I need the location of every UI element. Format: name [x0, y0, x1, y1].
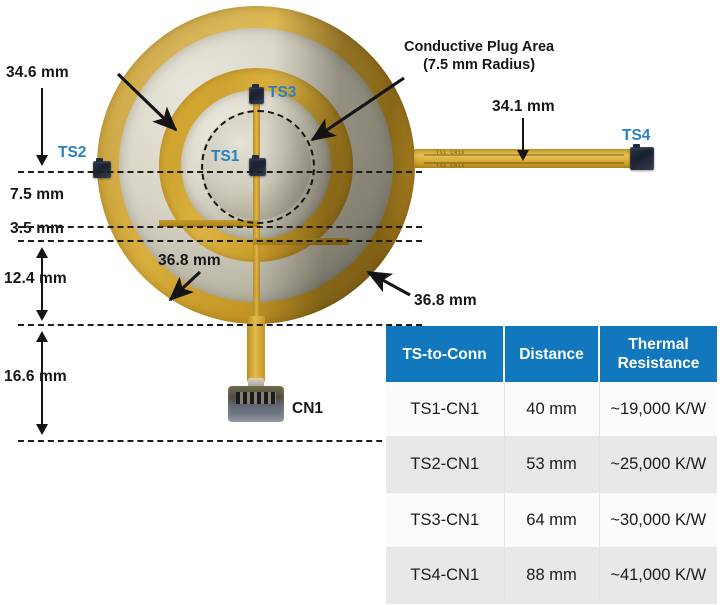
cn1-connector [228, 378, 284, 422]
cell-distance: 88 mm [504, 547, 600, 604]
dim-34-6-label: 34.6 mm [6, 64, 69, 81]
sensor-label-ts2: TS2 [58, 144, 87, 161]
sensor-label-ts1: TS1 [211, 148, 240, 165]
thermal-resistance-table: TS-to-Conn Distance Thermal Resistance T… [386, 326, 717, 604]
cell-distance: 64 mm [504, 492, 600, 549]
dim-3-5-label: 3.5 mm [10, 220, 65, 237]
dim-34-6-shaft [41, 88, 43, 156]
table-header-distance: Distance [504, 326, 600, 382]
sensor-label-ts3: TS3 [268, 84, 297, 101]
dim-12-4-arrowhead-bottom [36, 310, 48, 321]
dim-7-5-label: 7.5 mm [10, 186, 65, 203]
cell-resistance: ~19,000 K/W [599, 382, 717, 438]
callout-36-8-right [366, 270, 411, 297]
conductive-plug-note-line2: (7.5 mm Radius) [423, 57, 536, 73]
cell-resistance: ~41,000 K/W [599, 547, 717, 604]
table-header-row: TS-to-Conn Distance Thermal Resistance [386, 326, 717, 382]
dim-34-6-arrowhead [36, 155, 48, 166]
datum-line-bottom [18, 440, 422, 442]
table-row: TS3-CN1 64 mm ~30,000 K/W [386, 492, 717, 549]
callout-36-8-left [168, 270, 202, 302]
cell-distance: 53 mm [504, 436, 600, 493]
cell-pair: TS1-CN1 [386, 382, 505, 438]
cell-pair: TS4-CN1 [386, 547, 505, 604]
flex-tail [247, 316, 265, 382]
conductive-plug-note: Conductive Plug Area (7.5 mm Radius) [404, 38, 554, 74]
callout-conductive-plug [310, 76, 405, 142]
connector-pins [236, 392, 276, 404]
dim-16-6-shaft [41, 339, 43, 426]
dim-36-8-left-label: 36.8 mm [158, 252, 221, 269]
dim-16-6-label: 16.6 mm [4, 368, 67, 385]
table-header-ts-to-conn: TS-to-Conn [386, 326, 505, 382]
dim-12-4-shaft [41, 255, 43, 312]
table-row: TS2-CN1 53 mm ~25,000 K/W [386, 436, 717, 493]
connector-label-cn1: CN1 [292, 400, 324, 417]
dim-16-6-arrowhead-top [36, 331, 48, 342]
table-row: TS1-CN1 40 mm ~19,000 K/W [386, 382, 717, 438]
datum-line-board [18, 324, 422, 326]
conductive-plug-note-line1: Conductive Plug Area [404, 39, 555, 55]
dim-12-4-arrowhead-top [36, 247, 48, 258]
dim-34-1-arrowhead [517, 150, 529, 161]
table-row: TS4-CN1 88 mm ~41,000 K/W [386, 547, 717, 604]
conductive-plug-boundary [201, 110, 315, 224]
sensor-ts2-chip [93, 158, 111, 178]
cell-resistance: ~25,000 K/W [599, 436, 717, 493]
wireless-charging-coil-pcb [93, 6, 415, 324]
datum-line-center [18, 171, 422, 173]
cell-distance: 40 mm [504, 382, 600, 438]
cell-resistance: ~30,000 K/W [599, 492, 717, 549]
cell-pair: TS3-CN1 [386, 492, 505, 549]
sensor-ts4-chip [630, 144, 654, 170]
dim-34-1-shaft [522, 118, 524, 151]
sensor-ts3-chip [249, 84, 264, 104]
sensor-label-ts4: TS4 [622, 127, 651, 144]
callout-34-6 [116, 72, 178, 132]
dim-36-8-right-label: 36.8 mm [414, 292, 477, 309]
datum-line-plug [18, 226, 422, 228]
fpc-silkscreen-bottom: TS1 CN1X [436, 163, 465, 169]
trace-stub-upper [159, 220, 259, 227]
table-header-thermal-resistance: Thermal Resistance [599, 326, 717, 382]
dim-16-6-arrowhead-bottom [36, 424, 48, 435]
cell-pair: TS2-CN1 [386, 436, 505, 493]
fpc-trace-bottom [424, 162, 624, 164]
dim-12-4-label: 12.4 mm [4, 270, 67, 287]
datum-line-ring [18, 240, 422, 242]
fpc-silkscreen-top: TS1 CN1X [436, 150, 465, 156]
dim-34-1-label: 34.1 mm [492, 98, 555, 115]
